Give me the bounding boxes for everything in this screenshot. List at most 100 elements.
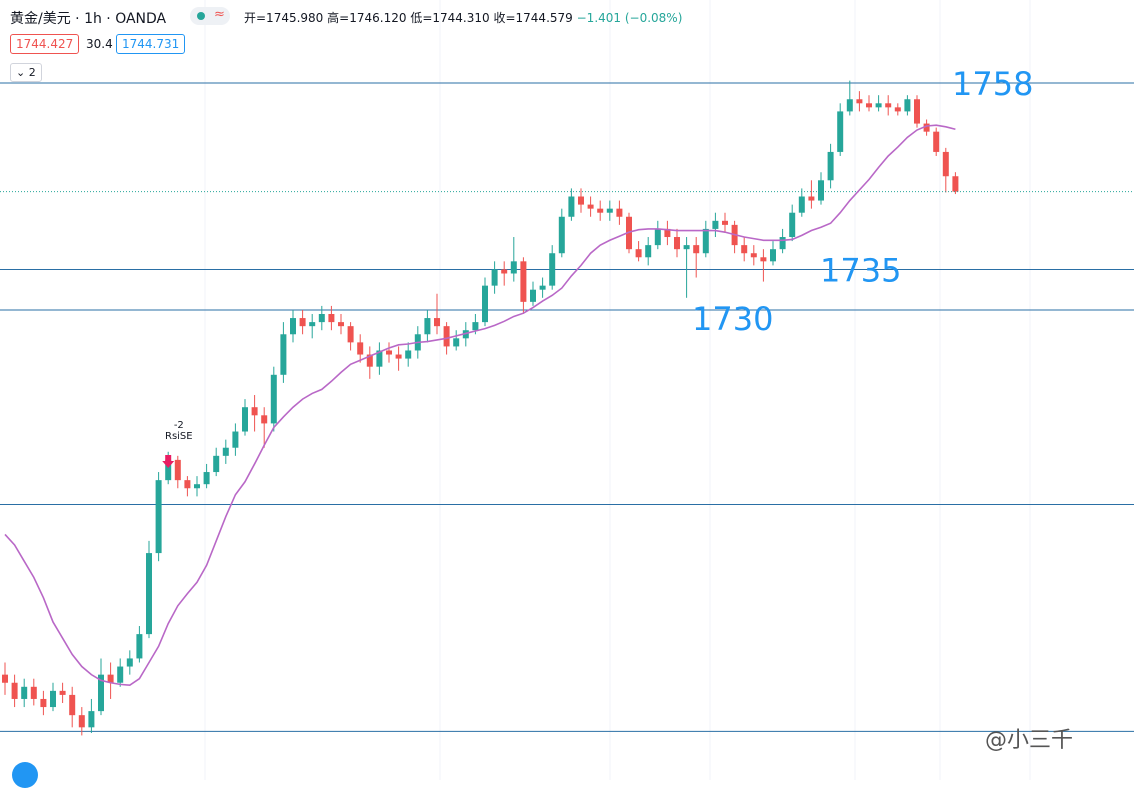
candle-body [242,407,248,432]
candle-body [2,674,8,683]
candle-body [539,285,546,290]
candle-body [117,666,124,683]
candle-body [21,686,28,699]
bid[interactable]: 1744.427 [10,34,80,54]
candle-body [885,103,892,108]
candle-body [837,111,844,152]
candle-body [654,228,661,246]
high: 高=1746.120 [327,11,407,25]
candle-body [635,249,642,258]
candle-body [510,261,517,274]
candle-body [530,289,536,302]
candle-body [933,131,940,152]
ask[interactable]: 1744.731 [116,34,186,54]
candle-body [405,350,412,359]
candle-body [789,212,796,238]
candle-body [146,553,152,635]
close: 收=1744.579 [493,11,573,25]
candle-body [578,196,584,205]
open: 开=1745.980 [244,11,324,25]
candle-body [290,318,296,335]
candle-body [328,314,335,323]
candle-body [712,220,719,229]
indicator-toggle[interactable]: ⌄ 2 [10,63,42,82]
candle-body [203,472,210,485]
candle-body [98,674,104,712]
candle-body [741,245,748,254]
change: −1.401 (−0.08%) [576,11,683,25]
candle-body [664,228,671,238]
candle-body [866,103,872,108]
candle-body [827,151,834,181]
candle-body [587,204,594,209]
candle-body [942,151,949,177]
candle-body [597,208,604,213]
candle-body [952,176,959,192]
spread: 30.4 [86,37,113,51]
candle-body [184,480,191,489]
candle-body [126,658,133,667]
candle-body [318,314,325,323]
candle-body [59,690,66,695]
level-label: 1735 [820,251,901,289]
signal-value: -2 [173,420,184,431]
candle-body [395,354,402,359]
candle-body [693,245,700,254]
candle-body [270,374,277,424]
candle-body [453,338,460,347]
candle-body [155,480,162,554]
watermark: @小三千 [985,728,1074,753]
symbol: 黄金/美元 · 1h · OANDA [10,11,167,27]
candle-body [194,484,200,489]
candle-body [338,322,344,327]
candle-body [779,237,786,250]
signal-arrow [162,455,175,468]
status-pill[interactable]: ≈ [190,7,230,25]
candle-body [568,196,575,217]
candle-body [357,342,364,355]
logo[interactable] [12,762,38,788]
signal-label: -2 RsiSE [165,420,193,442]
candle-body [558,216,565,254]
moving-average [4,124,956,687]
candle-body [88,711,95,728]
candle-body [261,415,268,424]
candle-body [165,459,172,481]
candle-body [606,208,613,213]
candle-body [232,431,239,448]
candle-body [856,99,863,104]
candle-body [69,694,76,716]
candle-body [443,326,450,347]
candle-body [251,407,258,416]
candle-body [914,99,920,124]
candle-body [894,107,901,112]
candle-body [846,99,853,112]
candle-body [549,253,556,286]
candle-body [722,220,728,225]
candle-body [520,261,527,302]
candle-body [434,318,440,327]
candle-body [482,285,488,323]
candle-body [798,196,805,213]
candle-body [78,715,85,728]
ohlc: 开=1745.980 高=1746.120 低=1744.310 收=1744.… [244,9,682,26]
candle-body [923,123,930,132]
candle-body [616,208,623,217]
candle-body [750,253,757,258]
candle-body [107,674,114,683]
candle-body [491,269,498,286]
candle-body [299,318,306,327]
candle-body [683,245,690,250]
candle-body [280,334,287,375]
candle-body [222,447,229,456]
level-label: 1730 [692,300,773,338]
candle-body [50,690,56,708]
candle-body [770,249,776,262]
candle-body [309,322,316,327]
candle-body [808,196,815,201]
low: 低=1744.310 [410,11,490,25]
candle-body [674,237,680,250]
signal-name: RsiSE [165,431,193,442]
candle-body [386,350,392,355]
